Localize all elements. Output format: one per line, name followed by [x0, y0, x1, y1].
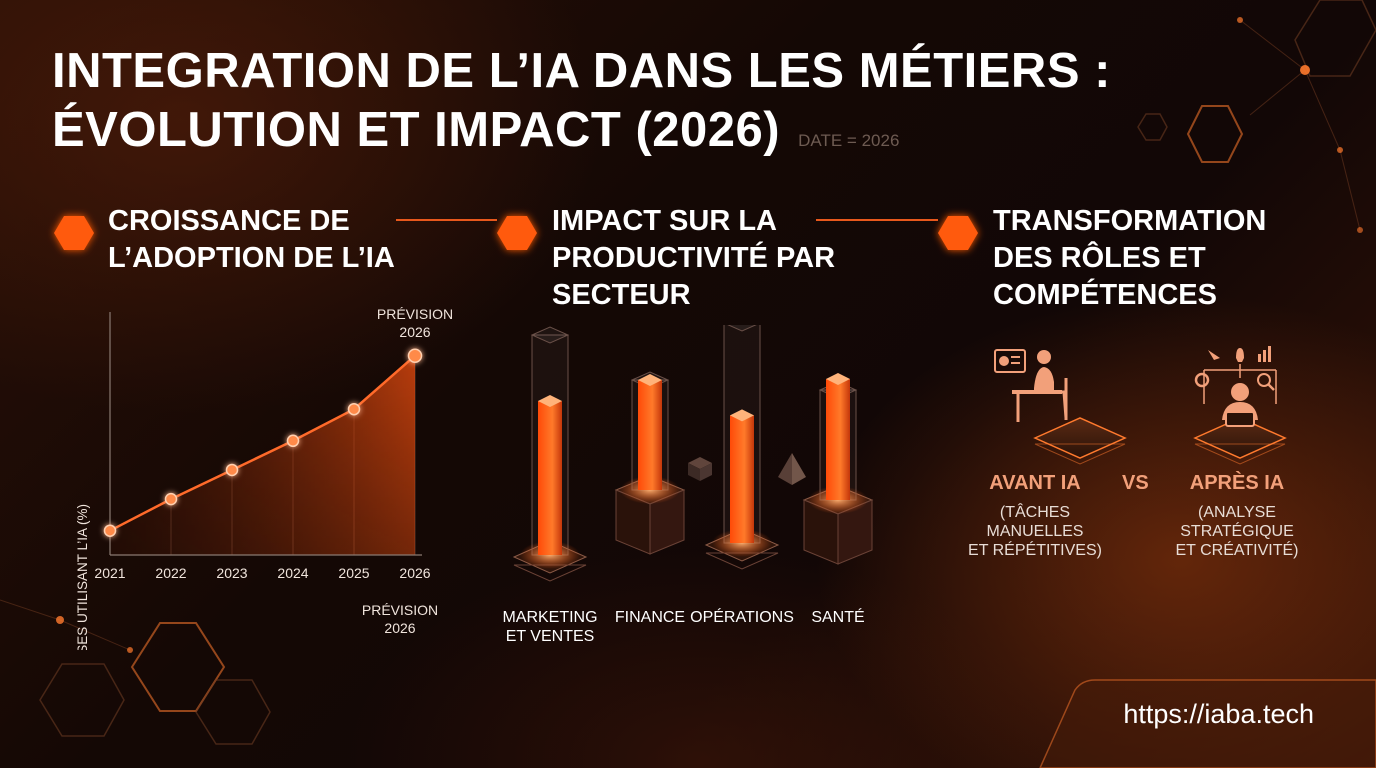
section-title-line: SECTEUR	[552, 279, 691, 311]
bar-group	[614, 371, 686, 555]
section-title-line: DES RÔLES ET	[993, 242, 1206, 274]
role-before-line: ET RÉPÉTITIVES)	[968, 542, 1102, 559]
data-point	[286, 434, 300, 448]
section-title-roles: TRANSFORMATION DES RÔLES ET COMPÉTENCES	[993, 203, 1266, 314]
bar-top	[826, 373, 850, 385]
worker-desk-icon	[994, 349, 1127, 465]
page-title: INTEGRATION DE L’IA DANS LES MÉTIERS : É…	[52, 42, 1111, 170]
annotation-top-l2: 2026	[399, 324, 430, 340]
section-1-hexagon-icon	[54, 216, 94, 250]
section-markers	[54, 216, 978, 250]
x-tick-label: 2024	[277, 565, 308, 581]
section-title-line: TRANSFORMATION	[993, 205, 1267, 237]
title-line-1: INTEGRATION DE L’IA DANS LES MÉTIERS :	[52, 44, 1111, 98]
data-point	[225, 463, 239, 477]
date-label: DATE = 2026	[798, 131, 900, 150]
bar-glass-cap	[727, 325, 757, 332]
role-after-heading: APRÈS IA	[1189, 472, 1285, 494]
cube-decoration	[688, 457, 712, 481]
x-tick-label: 2022	[155, 565, 186, 581]
ai-analyst-icon	[1193, 346, 1287, 465]
section-title-line: IMPACT SUR LA	[552, 205, 778, 237]
hexagon-decoration	[1137, 113, 1168, 141]
section-3-hexagon-icon	[938, 216, 978, 250]
adoption-chart: ENTREPRISES UTILISANT L’IA (%) 2021 2022 2…	[75, 306, 453, 650]
category-label: FINANCE	[614, 609, 686, 626]
section-title-line: PRODUCTIVITÉ PAR	[552, 242, 836, 274]
x-tick-label: 2023	[216, 565, 247, 581]
hexagon-decoration	[130, 622, 226, 712]
annotation-bottom-l2: 2026	[384, 620, 415, 636]
hexagon-decoration	[195, 679, 271, 745]
x-tick-label: 2026	[399, 565, 430, 581]
title-line-2: ÉVOLUTION ET IMPACT (2026)	[52, 103, 781, 157]
bar	[730, 415, 754, 543]
annotation-top-l1: PRÉVISION	[377, 306, 453, 322]
section-title-productivity: IMPACT SUR LA PRODUCTIVITÉ PAR SECTEUR	[552, 203, 835, 314]
role-before: AVANT IA (TÂCHES MANUELLES ET RÉPÉTITIVE…	[960, 472, 1110, 560]
category-label: MARKETING ET VENTES	[502, 609, 598, 645]
bar-top	[638, 374, 662, 386]
section-title-adoption: CROISSANCE DE L’ADOPTION DE L’IA	[108, 203, 395, 277]
x-tick-label: 2021	[94, 565, 125, 581]
productivity-labels: MARKETING ET VENTES FINANCE OPÉRATIONS SANTÉ	[500, 608, 900, 648]
bar-top	[730, 409, 754, 422]
hexagon-decoration	[1294, 0, 1376, 77]
bar	[638, 380, 662, 490]
bar-group	[512, 326, 588, 582]
role-before-line: MANUELLES	[986, 523, 1084, 540]
role-after-line: ET CRÉATIVITÉ)	[1175, 542, 1299, 559]
category-label: SANTÉ	[811, 609, 865, 626]
category-label: OPÉRATIONS	[690, 609, 794, 626]
bar-group	[802, 373, 874, 565]
bar-glass-cap	[530, 326, 570, 344]
data-point	[103, 524, 117, 537]
annotation-bottom-l1: PRÉVISION	[362, 602, 438, 618]
bar-group	[704, 325, 780, 570]
footer-panel	[1039, 679, 1376, 768]
role-after: APRÈS IA (ANALYSE STRATÉGIQUE ET CRÉATIV…	[1162, 472, 1312, 560]
pyramid-decoration	[778, 453, 806, 485]
data-point	[407, 348, 423, 363]
roles-illustrations	[994, 346, 1287, 465]
series-line	[109, 354, 416, 532]
section-2-hexagon-icon	[497, 216, 537, 250]
data-point	[164, 492, 178, 506]
section-title-line: CROISSANCE DE	[108, 205, 350, 237]
role-before-line: (TÂCHES	[999, 504, 1071, 521]
role-before-heading: AVANT IA	[989, 472, 1081, 494]
website-link[interactable]: https://iaba.tech	[1123, 699, 1314, 729]
productivity-chart	[512, 325, 874, 582]
bar	[826, 379, 850, 500]
hexagon-decoration	[39, 663, 125, 737]
role-after-line: (ANALYSE	[1198, 504, 1276, 521]
y-axis-label: ENTREPRISES UTILISANT L’IA (%)	[75, 504, 90, 650]
bar	[538, 401, 562, 555]
bar-top	[538, 395, 562, 407]
x-tick-label: 2025	[338, 565, 369, 581]
hexagon-decoration	[1186, 105, 1244, 163]
role-after-line: STRATÉGIQUE	[1180, 523, 1294, 540]
data-point	[347, 402, 361, 416]
section-title-line: COMPÉTENCES	[993, 279, 1217, 311]
vs-label: VS	[1122, 472, 1149, 494]
section-title-line: L’ADOPTION DE L’IA	[108, 242, 395, 274]
